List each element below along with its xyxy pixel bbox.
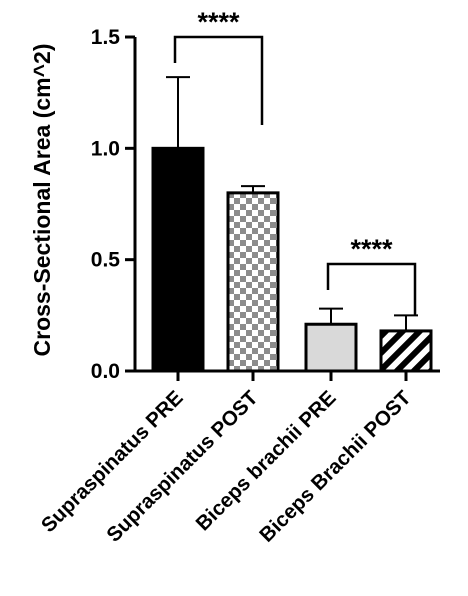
y-tick-label: 0.0 xyxy=(91,360,120,383)
x-tick-label: Biceps brachii PRE xyxy=(191,386,340,535)
y-tick-label: 1.0 xyxy=(91,137,120,160)
bar xyxy=(151,146,205,373)
y-tick-label: 0.5 xyxy=(91,249,121,272)
error-bars xyxy=(166,76,418,331)
significance-bracket xyxy=(173,35,264,125)
bar xyxy=(379,329,433,373)
x-tick-label: Biceps Brachii POST xyxy=(255,386,416,547)
x-tick-label: Supraspinatus POST xyxy=(102,386,263,547)
significance-annotations: **** **** xyxy=(173,7,417,316)
y-tick-label: 1.5 xyxy=(91,26,121,49)
y-axis-label: Cross-Sectional Area (cm^2) xyxy=(29,44,55,357)
significance-label: **** xyxy=(350,234,393,264)
significance-label: **** xyxy=(197,7,240,37)
bar xyxy=(304,322,358,373)
x-tick-label: Supraspinatus PRE xyxy=(37,386,188,537)
bar xyxy=(226,191,280,373)
tick-labels: 0.0 0.5 1.0 1.5 Supraspinatus PRESupraspinat… xyxy=(37,26,416,547)
significance-bracket xyxy=(326,262,417,316)
